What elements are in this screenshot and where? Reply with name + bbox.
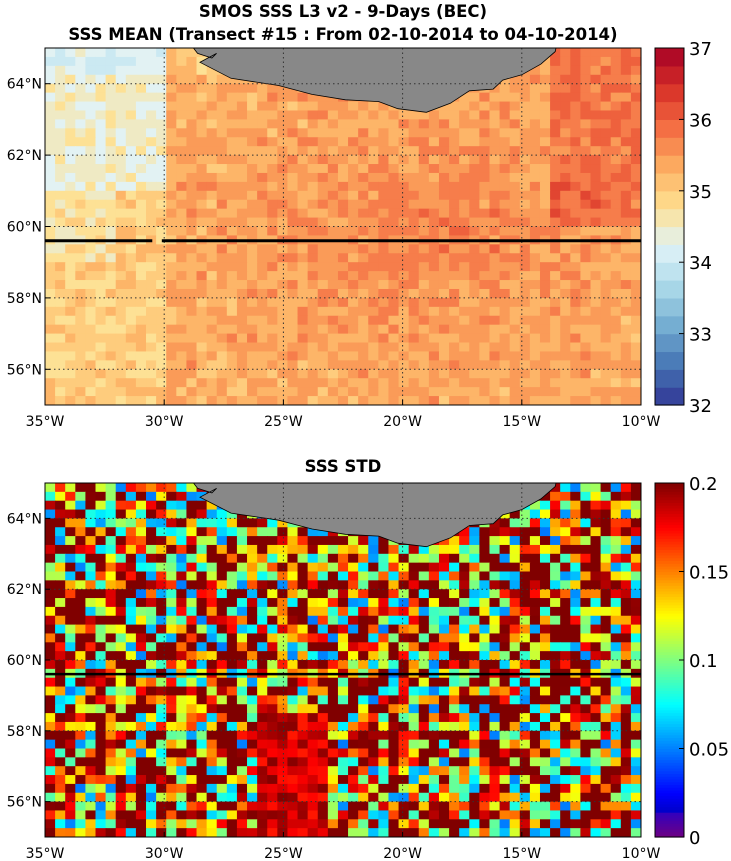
graticule — [45, 48, 641, 405]
sss-field-cells — [45, 483, 641, 837]
colorbar-tick-label: 33 — [689, 325, 712, 346]
x-tick-label: 10°W — [622, 846, 661, 861]
x-tick-label: 20°W — [383, 414, 422, 430]
colorbar: 32 33 34 35 36 37 — [654, 39, 712, 417]
y-tick-label: 56°N — [7, 362, 42, 378]
figure-title-line2: SSS MEAN (Transect #15 : From 02-10-2014… — [68, 25, 617, 44]
std-panel-title: SSS STD — [305, 457, 382, 476]
colorbar-tick-label: 35 — [689, 182, 712, 203]
colorbar-tick-label: 36 — [689, 110, 712, 131]
x-tick-label: 15°W — [502, 846, 541, 861]
y-tick-label: 62°N — [7, 148, 42, 164]
x-tick-label: 10°W — [622, 414, 661, 430]
colorbar-tick-label: 0 — [689, 828, 700, 849]
iceland-landmass — [192, 48, 557, 113]
x-tick-label: 25°W — [264, 414, 303, 430]
y-tick-label: 58°N — [7, 291, 42, 307]
x-tick-label: 35°W — [26, 846, 65, 861]
sss-mean-map: 35°W 30°W 25°W 20°W 15°W 10°W 56°N 58°N 60°N 62°N… — [7, 39, 712, 430]
colorbar-tick-label: 0.05 — [689, 740, 729, 761]
x-tick-label: 30°W — [145, 414, 184, 430]
colorbar-tick-label: 0.2 — [689, 474, 718, 495]
x-tick-label: 30°W — [145, 846, 184, 861]
x-tick-label: 35°W — [26, 414, 65, 430]
y-tick-label: 60°N — [7, 653, 42, 669]
colorbar-tick-label: 37 — [689, 39, 712, 60]
sss-field-cells — [45, 48, 641, 405]
x-tick-label: 20°W — [383, 846, 422, 861]
y-tick-label: 60°N — [7, 220, 42, 236]
colorbar-tick-label: 0.1 — [689, 651, 718, 672]
y-tick-label: 56°N — [7, 795, 42, 811]
graticule — [45, 483, 641, 837]
colorbar-tick-label: 32 — [689, 396, 712, 417]
x-tick-label: 15°W — [502, 414, 541, 430]
figure-title-line1: SMOS SSS L3 v2 - 9-Days (BEC) — [199, 2, 487, 21]
y-tick-label: 64°N — [7, 511, 42, 527]
colorbar-tick-label: 34 — [689, 253, 712, 274]
y-tick-label: 64°N — [7, 77, 42, 93]
colorbar: 0 0.05 0.1 0.15 0.2 — [654, 474, 729, 849]
sss-std-map: 35°W 30°W 25°W 20°W 15°W 10°W 56°N 58°N 60°N 62°N… — [7, 474, 729, 861]
iceland-landmass — [192, 483, 557, 548]
x-tick-label: 25°W — [264, 846, 303, 861]
y-tick-label: 58°N — [7, 724, 42, 740]
colorbar-tick-label: 0.15 — [689, 563, 729, 584]
y-tick-label: 62°N — [7, 582, 42, 598]
